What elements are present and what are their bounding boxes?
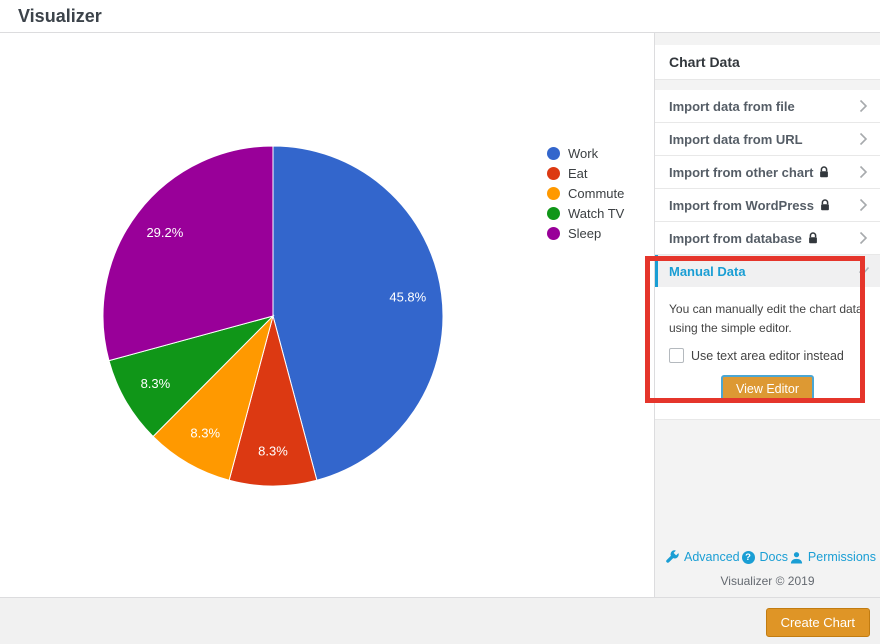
manual-data-section: Manual Data You can manually edit the ch… <box>655 255 880 421</box>
legend-label: Eat <box>568 165 588 181</box>
pie-slice-label: 8.3% <box>141 376 171 391</box>
chevron-right-icon <box>859 165 868 179</box>
copyright-text: Visualizer © 2019 <box>720 574 815 588</box>
legend-label: Commute <box>568 185 625 201</box>
import-row-4[interactable]: Import from database <box>655 222 880 255</box>
sidebar-spacer <box>655 33 880 45</box>
pie-slice-eat[interactable] <box>228 314 318 487</box>
pie-slice-label: 45.8% <box>389 290 426 305</box>
legend-label: Work <box>568 145 599 161</box>
legend-swatch <box>547 166 560 180</box>
chevron-right-icon <box>859 132 868 146</box>
manual-data-header[interactable]: Manual Data <box>655 255 880 287</box>
legend-label: Sleep <box>568 225 602 241</box>
import-row-label: Import from database <box>669 230 802 246</box>
chevron-right-icon <box>859 231 868 245</box>
sidebar-footer-links: Advanced? Docs Permissions <box>655 550 880 564</box>
sidebar-section-title: Chart Data <box>669 54 740 70</box>
chevron-right-icon <box>859 198 868 212</box>
pie-slice-watch-tv[interactable] <box>108 315 275 438</box>
import-row-3[interactable]: Import from WordPress <box>655 189 880 222</box>
top-header-bar: Visualizer <box>0 0 880 33</box>
pie-chart[interactable]: 45.8% 8.3% 8.3% 8.3% 29.2% <box>0 33 654 597</box>
pie-slice-sleep[interactable] <box>102 145 274 362</box>
pie-slice-label: 8.3% <box>190 425 220 440</box>
import-row-label: Import data from URL <box>669 131 803 147</box>
legend-swatch <box>547 146 560 160</box>
section-open-check-icon <box>858 266 870 276</box>
import-row-2[interactable]: Import from other chart <box>655 156 880 189</box>
legend-label: Watch TV <box>568 205 625 221</box>
sidebar-footer: Advanced? Docs Permissions Visualizer © 20… <box>655 550 880 588</box>
footer-link-label: Permissions <box>807 550 876 564</box>
footer-link-docs[interactable]: ? Docs <box>741 550 788 564</box>
pie-slice-commute[interactable] <box>152 314 274 481</box>
chart-canvas: 45.8% 8.3% 8.3% 8.3% 29.2% Work Eat Commute Wat… <box>0 33 654 597</box>
page-title: Visualizer <box>18 5 102 26</box>
pie-slice-label: 8.3% <box>258 443 288 458</box>
wrench-icon <box>665 550 679 564</box>
use-textarea-checkbox-label: Use text area editor instead <box>691 348 844 363</box>
legend-item-3[interactable]: Watch TV <box>547 203 624 223</box>
legend-swatch <box>547 186 560 200</box>
legend-item-2[interactable]: Commute <box>547 183 624 203</box>
manual-data-title: Manual Data <box>669 263 746 279</box>
manual-data-description: You can manually edit the chart data usi… <box>669 302 863 335</box>
lock-icon <box>808 232 818 244</box>
bottom-action-bar: Create Chart <box>0 597 880 644</box>
create-chart-button[interactable]: Create Chart <box>765 608 870 637</box>
legend-swatch <box>547 206 560 220</box>
legend-item-0[interactable]: Work <box>547 143 624 163</box>
user-icon <box>790 551 803 564</box>
legend-item-4[interactable]: Sleep <box>547 223 624 243</box>
help-icon: ? <box>741 550 755 564</box>
import-row-0[interactable]: Import data from file <box>655 90 880 123</box>
pie-slice-label: 29.2% <box>146 225 183 240</box>
legend-swatch <box>547 226 560 240</box>
chevron-right-icon <box>859 99 868 113</box>
chart-data-sidebar: Chart Data Import data from file Import d… <box>654 33 880 597</box>
view-editor-button[interactable]: View Editor <box>721 375 814 404</box>
footer-link-label: Advanced <box>684 550 740 564</box>
lock-icon <box>820 199 830 211</box>
lock-icon <box>819 166 829 178</box>
footer-link-label: Docs <box>759 550 788 564</box>
textarea-editor-option: Use text area editor instead <box>669 348 866 364</box>
import-row-1[interactable]: Import data from URL <box>655 123 880 156</box>
footer-link-permissions[interactable]: Permissions <box>790 550 876 564</box>
footer-link-advanced[interactable]: Advanced <box>665 550 740 564</box>
chart-legend: Work Eat Commute Watch TV Sleep <box>547 143 624 243</box>
legend-item-1[interactable]: Eat <box>547 163 624 183</box>
use-textarea-checkbox[interactable] <box>669 348 684 364</box>
import-row-label: Import from WordPress <box>669 197 814 213</box>
sidebar-section-header: Chart Data <box>655 45 880 80</box>
sidebar-spacer <box>655 80 880 90</box>
pie-slice-work[interactable] <box>272 145 444 481</box>
workspace: 45.8% 8.3% 8.3% 8.3% 29.2% Work Eat Commute Wat… <box>0 33 880 597</box>
view-editor-row: View Editor <box>669 375 866 404</box>
import-row-label: Import data from file <box>669 98 795 114</box>
import-row-label: Import from other chart <box>669 164 814 180</box>
import-accordion: Import data from file Import data from UR… <box>655 90 880 255</box>
manual-data-body: You can manually edit the chart data usi… <box>655 287 880 421</box>
